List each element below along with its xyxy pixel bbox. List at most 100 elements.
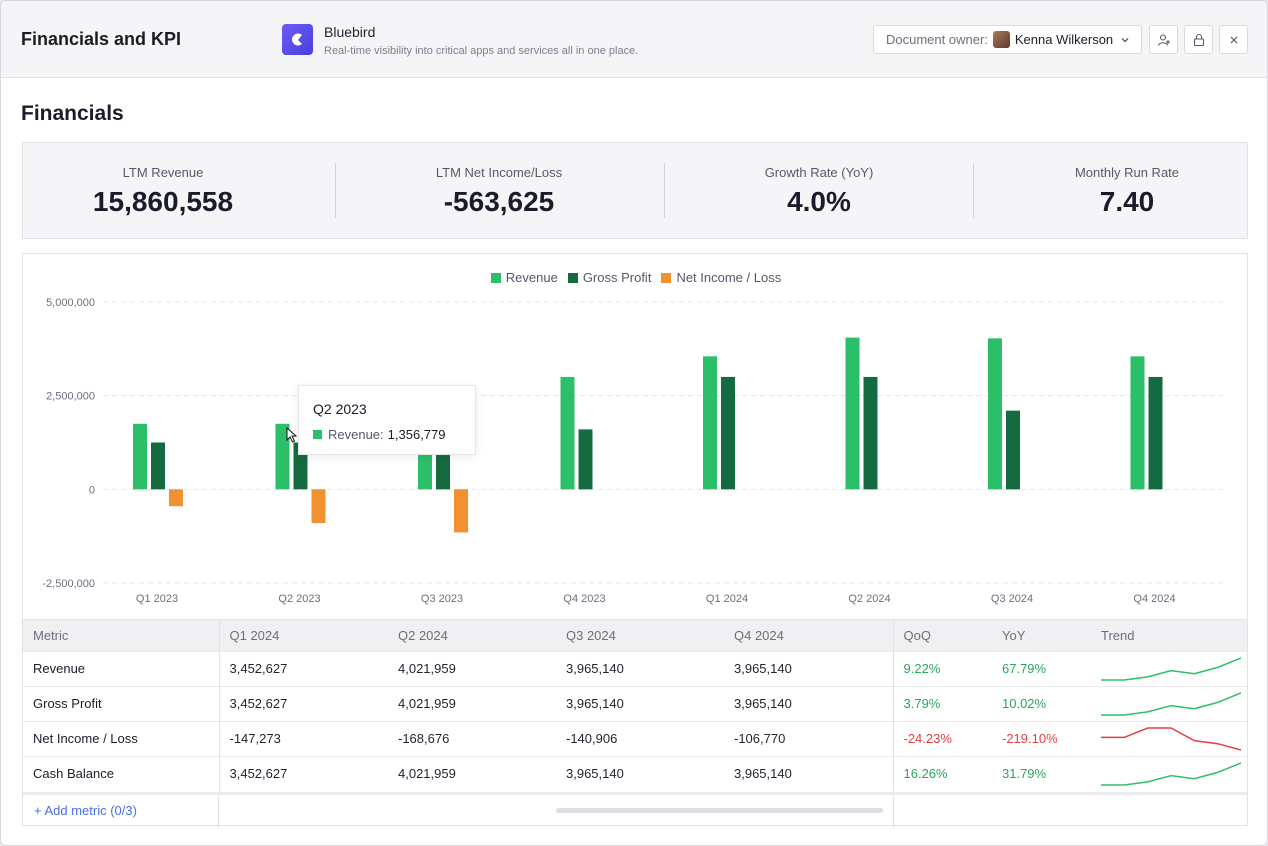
metric-name-cell: Gross Profit xyxy=(33,696,102,711)
column-header[interactable]: Trend xyxy=(1101,627,1135,643)
legend-item-revenue[interactable]: Revenue xyxy=(490,270,558,285)
bar-gross-profit xyxy=(578,429,593,490)
kpi-label: Monthly Run Rate xyxy=(1074,165,1180,180)
bar-gross-profit xyxy=(863,376,878,490)
value-cell: 4,021,959 xyxy=(398,661,456,676)
bar-revenue xyxy=(1130,356,1145,490)
value-cell: -140,906 xyxy=(566,731,618,746)
x-tick-label: Q4 2024 xyxy=(1133,593,1175,605)
app-name: Bluebird xyxy=(324,24,376,40)
metrics-table: Metric Q1 2024 Q2 2024 Q3 2024 Q4 2024 Q… xyxy=(22,619,1248,829)
qoq-cell: 16.26% xyxy=(892,756,992,791)
document-owner-label: Document owner: xyxy=(886,32,988,47)
y-tick-label: 0 xyxy=(89,484,95,496)
sparkline xyxy=(1101,656,1241,681)
column-header[interactable]: Q2 2024 xyxy=(398,627,448,643)
value-cell: -106,770 xyxy=(734,731,786,746)
bar-revenue xyxy=(275,423,290,490)
sparkline xyxy=(1101,726,1241,751)
y-tick-label: -2,500,000 xyxy=(42,578,95,590)
add-user-button[interactable] xyxy=(1149,25,1178,54)
value-cell: 3,965,140 xyxy=(566,696,624,711)
document-owner-select[interactable]: Document owner: Kenna Wilkerson xyxy=(873,25,1142,54)
legend-item-net-income[interactable]: Net Income / Loss xyxy=(661,270,781,285)
table-row[interactable]: Net Income / Loss -147,273 -168,676 -140,90… xyxy=(23,721,1247,756)
divider xyxy=(335,163,336,218)
legend-label: Revenue xyxy=(505,270,558,285)
value-cell: 3,965,140 xyxy=(566,766,624,782)
legend-label: Gross Profit xyxy=(582,270,652,285)
tooltip-title: Q2 2023 xyxy=(313,401,367,417)
section-title: Financials xyxy=(21,102,124,125)
x-tick-label: Q3 2024 xyxy=(991,593,1033,605)
table-header-row: Metric Q1 2024 Q2 2024 Q3 2024 Q4 2024 Q… xyxy=(23,620,1247,651)
kpi-label: Growth Rate (YoY) xyxy=(764,165,874,180)
yoy-cell: 31.79% xyxy=(1002,766,1047,782)
y-tick-label: 5,000,000 xyxy=(46,297,95,309)
horizontal-scrollbar[interactable] xyxy=(556,808,883,813)
x-tick-label: Q4 2023 xyxy=(563,593,605,605)
tooltip-label: Revenue: xyxy=(328,427,384,442)
bar-revenue xyxy=(845,337,860,490)
kpi-growth-rate: Growth Rate (YoY) 4.0% xyxy=(679,143,959,238)
add-user-icon xyxy=(1157,33,1170,46)
bar-gross-profit xyxy=(151,442,165,490)
legend-swatch xyxy=(490,272,501,283)
table-footer: + Add metric (0/3) xyxy=(23,792,1247,829)
trend-cell xyxy=(1091,686,1247,721)
kpi-value: 15,860,558 xyxy=(92,186,234,217)
legend-item-gross-profit[interactable]: Gross Profit xyxy=(567,270,652,285)
metric-name-cell: Net Income / Loss xyxy=(33,731,138,746)
bar-gross-profit xyxy=(721,376,735,490)
chart-card: 5,000,000 2,500,000 0 -2,500,000 Q1 2023 Q2 2… xyxy=(22,253,1248,619)
trend-cell xyxy=(1091,721,1247,756)
table-row[interactable]: Gross Profit 3,452,627 4,021,959 3,965,140 3… xyxy=(23,686,1247,721)
close-button[interactable] xyxy=(1219,25,1248,54)
legend-swatch xyxy=(661,272,672,283)
column-header[interactable]: QoQ xyxy=(892,620,992,651)
value-cell: -147,273 xyxy=(218,721,388,756)
legend-swatch xyxy=(567,272,578,283)
bar-chart: 5,000,000 2,500,000 0 -2,500,000 Q1 2023 Q2 2… xyxy=(42,297,1223,605)
divider xyxy=(218,795,219,829)
kpi-label: LTM Revenue xyxy=(122,165,204,180)
x-tick-label: Q2 2024 xyxy=(848,593,890,605)
kpi-panel: LTM Revenue 15,860,558 LTM Net Income/Lo… xyxy=(22,142,1248,239)
tooltip-swatch xyxy=(313,430,322,439)
legend-label: Net Income / Loss xyxy=(676,270,782,285)
column-header[interactable]: Q1 2024 xyxy=(218,620,388,651)
app-logo-icon xyxy=(282,24,313,55)
column-header[interactable]: YoY xyxy=(1002,627,1026,643)
document-owner-name: Kenna Wilkerson xyxy=(1014,32,1114,47)
table-row[interactable]: Revenue 3,452,627 4,021,959 3,965,140 3,965,… xyxy=(23,651,1247,686)
lock-button[interactable] xyxy=(1184,25,1213,54)
value-cell: 3,965,140 xyxy=(734,661,792,676)
yoy-cell: 10.02% xyxy=(1002,696,1047,711)
trend-cell xyxy=(1091,651,1247,686)
bar-net-income-loss xyxy=(169,489,183,507)
top-bar: Financials and KPI Bluebird Real-time vi… xyxy=(1,1,1267,78)
avatar xyxy=(992,31,1010,48)
bar-revenue xyxy=(703,356,717,490)
add-metric-button[interactable]: + Add metric (0/3) xyxy=(34,803,137,818)
bar-revenue xyxy=(133,423,147,490)
column-header[interactable]: Q3 2024 xyxy=(566,627,616,643)
chart-tooltip: Q2 2023 Revenue: 1,356,779 xyxy=(298,385,476,455)
bar-revenue xyxy=(988,338,1002,490)
column-header[interactable]: Q4 2024 xyxy=(734,627,784,643)
bar-gross-profit xyxy=(1148,376,1163,490)
chart-legend: Revenue Gross Profit Net Income / Loss xyxy=(23,270,1249,285)
value-cell: 3,452,627 xyxy=(218,651,388,686)
qoq-cell: -24.23% xyxy=(892,721,992,756)
divider xyxy=(893,795,894,829)
value-cell: 3,965,140 xyxy=(566,661,624,676)
table-row[interactable]: Cash Balance 3,452,627 4,021,959 3,965,140 3… xyxy=(23,756,1247,791)
x-tick-label: Q1 2024 xyxy=(706,593,748,605)
divider xyxy=(973,163,974,218)
column-header[interactable]: Metric xyxy=(33,627,69,643)
divider xyxy=(664,163,665,218)
bar-revenue xyxy=(560,376,575,490)
kpi-label: LTM Net Income/Loss xyxy=(435,165,563,180)
kpi-value: 7.40 xyxy=(1099,186,1155,217)
mouse-cursor-icon xyxy=(286,427,298,443)
